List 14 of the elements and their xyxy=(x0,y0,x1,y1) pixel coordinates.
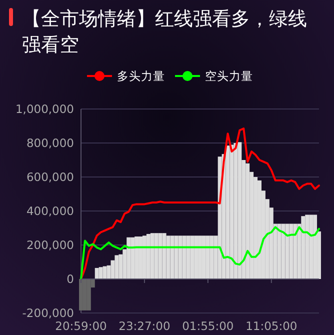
y-tick-label: 600,000 xyxy=(26,170,74,184)
legend-label: 空头力量 xyxy=(205,69,253,83)
y-tick-label: 200,000 xyxy=(26,238,74,252)
y-tick-label: 400,000 xyxy=(26,204,74,218)
y-tick-label: 1,000,000 xyxy=(15,102,74,116)
x-tick-label: 23:27:00 xyxy=(118,319,170,333)
x-tick-label: 01:55:00 xyxy=(182,319,234,333)
y-tick-label: 0 xyxy=(66,272,74,286)
chart-title: 【全市场情绪】红线强看多，绿线强看空 xyxy=(22,8,307,56)
legend-label: 多头力量 xyxy=(117,69,165,83)
y-tick-label: -200,000 xyxy=(22,306,74,320)
x-tick-label: 11:05:00 xyxy=(246,319,298,333)
y-tick-label: 800,000 xyxy=(26,136,74,150)
x-tick-label: 20:59:00 xyxy=(55,319,107,333)
